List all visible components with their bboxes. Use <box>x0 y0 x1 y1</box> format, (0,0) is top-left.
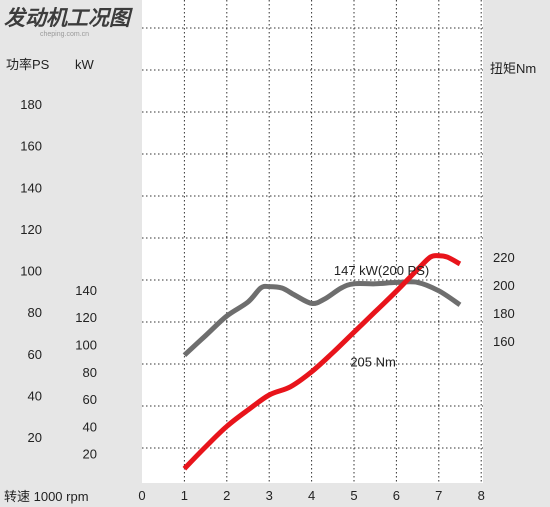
x-tick-4: 4 <box>308 488 315 503</box>
left-axis-panel <box>0 0 142 507</box>
ps-tick-80: 80 <box>28 305 42 320</box>
x-tick-0: 0 <box>138 488 145 503</box>
annotation-1: 205 Nm <box>350 354 396 369</box>
x-axis-label: 转速 1000 rpm <box>4 489 89 504</box>
torque-tick-220: 220 <box>493 250 515 265</box>
x-tick-5: 5 <box>350 488 357 503</box>
plot-area <box>142 0 483 483</box>
kw-axis-label: kW <box>75 57 95 72</box>
ps-tick-60: 60 <box>28 347 42 362</box>
x-tick-6: 6 <box>393 488 400 503</box>
ps-tick-40: 40 <box>28 388 42 403</box>
kw-tick-140: 140 <box>75 283 97 298</box>
ps-tick-140: 140 <box>20 180 42 195</box>
grid <box>142 0 483 483</box>
torque-tick-180: 180 <box>493 306 515 321</box>
chart-title: 发动机工况图 <box>4 6 133 30</box>
ps-axis: 20 40 60 80 100 120 140 160 180 <box>20 97 42 445</box>
ps-tick-180: 180 <box>20 97 42 112</box>
ps-tick-100: 100 <box>20 264 42 279</box>
rpm-axis: 0 1 2 3 4 5 6 7 8 <box>138 488 484 503</box>
kw-tick-100: 100 <box>75 337 97 352</box>
torque-axis: 160 180 200 220 <box>493 250 515 349</box>
torque-tick-200: 200 <box>493 278 515 293</box>
torque-tick-160: 160 <box>493 334 515 349</box>
kw-axis: 20 40 60 80 100 120 140 <box>75 283 97 462</box>
x-tick-1: 1 <box>181 488 188 503</box>
kw-tick-20: 20 <box>83 447 97 462</box>
series <box>182 253 462 471</box>
ps-axis-label: 功率PS <box>6 57 50 72</box>
right-axis-panel <box>483 0 550 507</box>
kw-tick-40: 40 <box>83 419 97 434</box>
kw-tick-80: 80 <box>83 365 97 380</box>
annotation-0: 147 kW(200 PS) <box>334 263 429 278</box>
watermark: cheping.com.cn <box>40 31 89 38</box>
annotations: 147 kW(200 PS) 205 Nm <box>334 263 429 369</box>
ps-tick-120: 120 <box>20 222 42 237</box>
power-curve <box>182 253 462 471</box>
kw-tick-60: 60 <box>83 392 97 407</box>
torque-axis-label: 扭矩Nm <box>490 61 536 76</box>
bottom-axis-panel <box>0 483 550 507</box>
x-tick-2: 2 <box>223 488 230 503</box>
kw-tick-120: 120 <box>75 310 97 325</box>
x-tick-8: 8 <box>478 488 485 503</box>
ps-tick-160: 160 <box>20 139 42 154</box>
x-tick-3: 3 <box>266 488 273 503</box>
ps-tick-20: 20 <box>28 430 42 445</box>
x-tick-7: 7 <box>435 488 442 503</box>
